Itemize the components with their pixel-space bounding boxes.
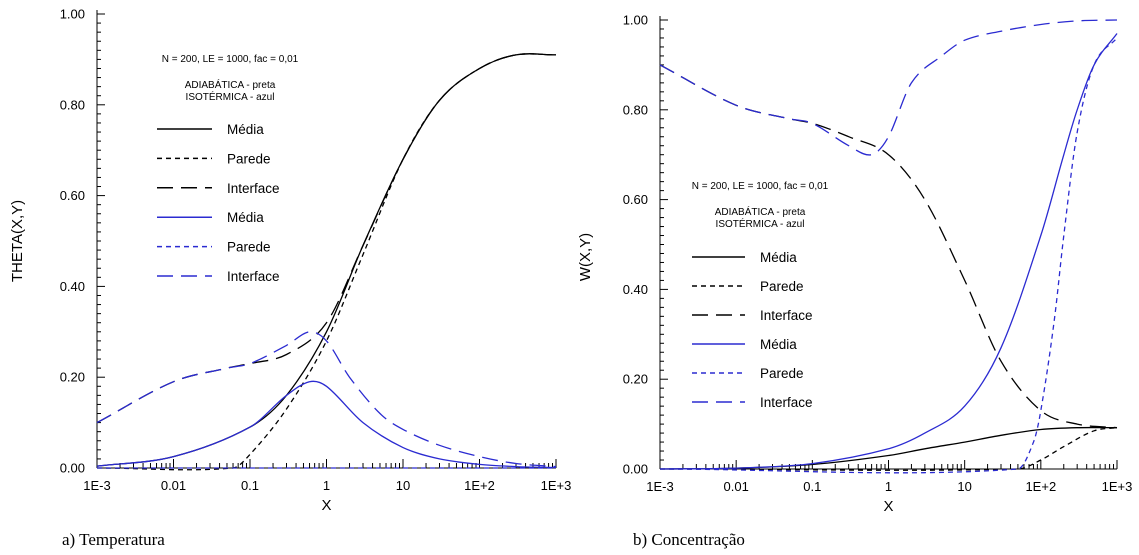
x-tick-label: 10 xyxy=(957,479,971,494)
y-tick-label: 0.20 xyxy=(60,370,85,385)
series-blue-interface-line xyxy=(96,331,557,468)
series-blue-interface-line xyxy=(659,19,1118,156)
legend-label: Interface xyxy=(760,308,813,323)
x-tick-label: 10 xyxy=(396,478,410,493)
legend-label: Média xyxy=(227,210,264,225)
x-tick-label: 1E+2 xyxy=(1025,479,1056,494)
x-axis-title: X xyxy=(883,498,893,515)
y-tick-label: 1.00 xyxy=(623,13,648,28)
legend-label: Média xyxy=(227,122,264,137)
y-tick-label: 0.40 xyxy=(60,279,85,294)
y-tick-label: 1.00 xyxy=(60,7,85,22)
legend-label: Interface xyxy=(227,269,280,284)
series-black-interface-line xyxy=(96,53,557,424)
y-tick-label: 0.20 xyxy=(623,372,648,387)
caption-concentration: b) Concentração xyxy=(633,530,745,549)
x-tick-label: 1 xyxy=(885,479,892,494)
x-tick-label: 0.01 xyxy=(724,479,749,494)
x-tick-label: 1E+3 xyxy=(541,478,572,493)
y-tick-label: 0.00 xyxy=(623,462,648,477)
x-axis-title: X xyxy=(321,497,331,514)
x-tick-label: 0.01 xyxy=(161,478,186,493)
y-tick-label: 0.80 xyxy=(60,97,85,112)
y-axis-title: W(X,Y) xyxy=(577,233,594,281)
y-axis-title: THETA(X,Y) xyxy=(9,200,26,282)
x-tick-label: 0.1 xyxy=(803,479,821,494)
temperature-chart: 0.00 0.20 0.40 0.60 0.80 1.00 1E-3 0.01 0.1 1 10 1E… xyxy=(9,7,571,515)
legend-label: Parede xyxy=(227,240,271,255)
y-tick-label: 0.60 xyxy=(60,188,85,203)
x-tick-label: 0.1 xyxy=(241,478,259,493)
legend-label: Interface xyxy=(227,181,280,196)
y-tick-label: 0.40 xyxy=(623,282,648,297)
legend-label: Parede xyxy=(760,366,804,381)
y-tick-label: 0.60 xyxy=(623,192,648,207)
series-black-mdia-line xyxy=(96,53,557,467)
series-blue-mdia-line xyxy=(659,33,1118,470)
x-tick-label: 1 xyxy=(323,478,330,493)
series-blue-mdia-line xyxy=(96,380,557,469)
legend-label: Média xyxy=(760,337,797,352)
params-annotation: N = 200, LE = 1000, fac = 0,01 xyxy=(162,54,299,65)
caption-temperature: a) Temperatura xyxy=(62,530,165,549)
color-key-black: ADIABÁTICA - preta xyxy=(185,78,276,91)
legend-label: Parede xyxy=(760,279,804,294)
series-black-parede-line xyxy=(96,53,557,471)
series-black-parede-line xyxy=(659,427,1118,471)
x-tick-label: 1E-3 xyxy=(83,478,110,493)
color-key-blue: ISOTÉRMICA - azul xyxy=(716,217,805,230)
legend-label: Parede xyxy=(227,151,271,166)
concentration-chart: 0.00 0.20 0.40 0.60 0.80 1.00 1E-3 0.01 0.1 1 10 1E… xyxy=(577,13,1132,516)
color-key-blue: ISOTÉRMICA - azul xyxy=(186,90,275,103)
y-tick-label: 0.00 xyxy=(60,461,85,476)
params-annotation: N = 200, LE = 1000, fac = 0,01 xyxy=(692,181,829,192)
legend-label: Média xyxy=(760,250,797,265)
x-tick-label: 1E+3 xyxy=(1102,479,1133,494)
legend-label: Interface xyxy=(760,395,813,410)
series-blue-parede-line xyxy=(659,37,1118,474)
x-tick-label: 1E-3 xyxy=(646,479,673,494)
x-tick-label: 1E+2 xyxy=(464,478,495,493)
color-key-black: ADIABÁTICA - preta xyxy=(715,205,806,218)
y-tick-label: 0.80 xyxy=(623,102,648,117)
